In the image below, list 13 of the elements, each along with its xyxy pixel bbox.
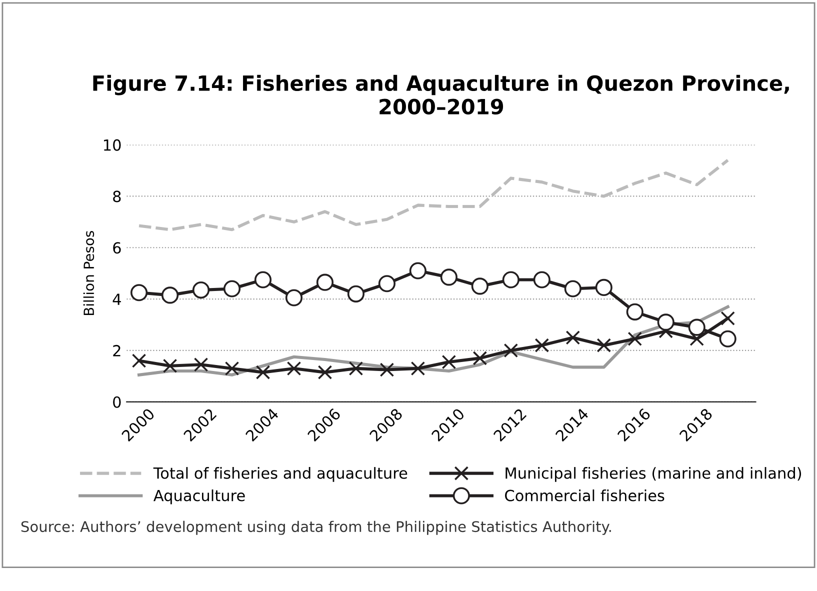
y-tick-label: 0 (113, 396, 121, 408)
source-note: Source: Authors’ development using data from the Philippine Statistics Authority. (21, 520, 611, 535)
chart-title: Figure 7.14: Fisheries and Aquaculture in Quezon Province, 2000–2019 (93, 74, 789, 115)
y-tick-label: 2 (113, 344, 120, 356)
y-tick-label: 4 (112, 294, 121, 305)
y-axis-title: Billion Pesos (83, 230, 94, 316)
y-tick-label: 8 (113, 190, 121, 202)
legend-label: Total of fisheries and aquaculture (153, 467, 408, 482)
legend-label: Commercial fisheries (505, 489, 664, 502)
y-tick-label: 10 (104, 139, 121, 151)
legend-label: Aquaculture (153, 489, 245, 504)
legend-label: Municipal fisheries (marine and inland) (506, 467, 802, 482)
y-tick-label: 6 (113, 242, 121, 254)
